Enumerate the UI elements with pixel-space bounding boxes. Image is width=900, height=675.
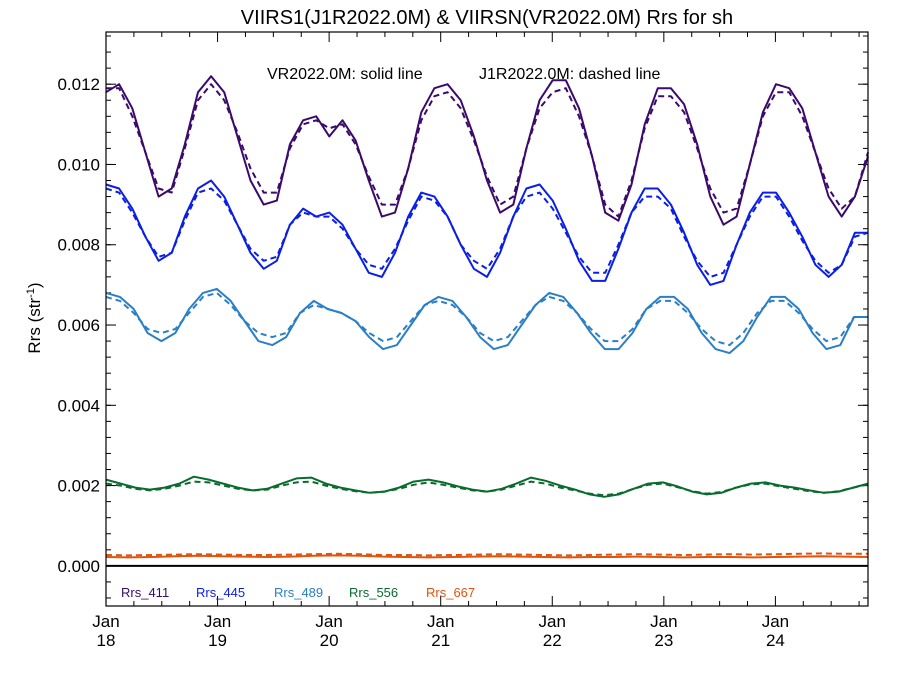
x-tick-label-month: Jan — [427, 612, 454, 631]
series-line-rrs_489-j1 — [105, 291, 868, 347]
x-tick-label-month: Jan — [539, 612, 566, 631]
y-axis-ticks: 0.000 0.002 0.004 0.006 0.008 0.010 0.012 — [57, 35, 868, 599]
y-tick-label: 0.010 — [57, 155, 100, 174]
legend-entry: Rrs_556 — [349, 585, 398, 600]
chart-title: VIIRS1(J1R2022.0M) & VIIRSN(VR2022.0M) R… — [241, 7, 733, 29]
y-axis-label-main: Rrs (str — [25, 298, 44, 354]
series-line-rrs_411-j1 — [106, 83, 869, 218]
x-tick-label-year: 22 — [543, 631, 562, 650]
y-axis-label-sup: -1 — [25, 288, 37, 298]
legend: Rrs_411 Rrs_445 Rrs_489 Rrs_556 Rrs_667 — [121, 585, 475, 600]
x-tick-label-year: 21 — [431, 631, 450, 650]
x-tick-label-year: 20 — [320, 631, 339, 650]
legend-entry: Rrs_445 — [196, 585, 245, 600]
series-line-rrs_667-j1 — [105, 552, 868, 557]
plot-frame — [105, 31, 869, 607]
y-axis-label-end: ) — [25, 282, 44, 288]
annotation-dashed: J1R2022.0M: dashed line — [479, 66, 661, 83]
x-tick-label-month: Jan — [315, 612, 342, 631]
annotation-solid: VR2022.0M: solid line — [267, 66, 423, 83]
x-tick-label-month: Jan — [92, 612, 119, 631]
y-axis-label: Rrs (str-1) — [25, 282, 44, 353]
y-tick-label: 0.004 — [57, 396, 100, 415]
y-tick-label: 0.012 — [57, 75, 100, 94]
x-tick-label-month: Jan — [204, 612, 231, 631]
x-tick-label-month: Jan — [650, 612, 677, 631]
series-line-rrs_556 — [105, 475, 869, 498]
x-tick-label-year: 23 — [654, 631, 673, 650]
legend-entry: Rrs_411 — [121, 585, 169, 600]
legend-entry: Rrs_489 — [274, 585, 323, 600]
y-tick-label: 0.002 — [57, 477, 100, 496]
x-tick-label-month: Jan — [762, 612, 789, 631]
x-tick-label-year: 18 — [97, 631, 116, 650]
series-lines — [105, 75, 869, 559]
x-tick-label-year: 19 — [208, 631, 227, 650]
series-line-rrs_667 — [105, 554, 869, 559]
series-line-rrs_489 — [105, 287, 868, 355]
x-tick-label-year: 24 — [766, 631, 785, 650]
y-tick-label: 0.000 — [57, 557, 100, 576]
series-line-rrs_445-j1 — [105, 187, 869, 278]
y-tick-label: 0.008 — [57, 236, 100, 255]
y-tick-label: 0.006 — [57, 316, 100, 335]
legend-entry: Rrs_667 — [426, 585, 475, 600]
